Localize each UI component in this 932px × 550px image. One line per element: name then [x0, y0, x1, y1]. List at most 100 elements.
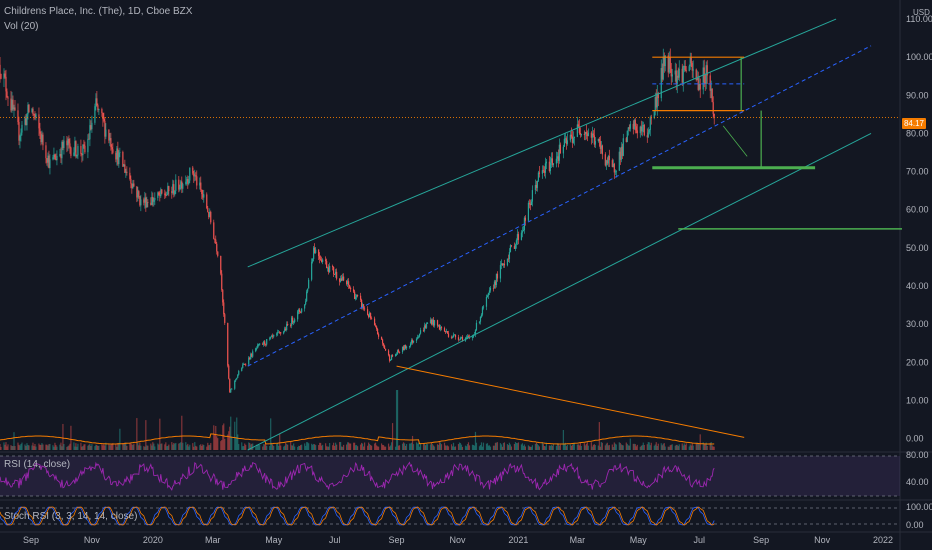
volume-bar — [366, 445, 369, 450]
candle-body — [681, 68, 683, 83]
candle-body — [641, 126, 643, 132]
candle-body — [173, 184, 175, 195]
candle-body — [157, 192, 159, 198]
volume-bar — [466, 444, 469, 450]
candle-body — [558, 144, 560, 161]
candle-body — [403, 345, 406, 351]
candle-body — [488, 290, 491, 293]
volume-bar — [206, 446, 208, 450]
candle-body — [322, 259, 324, 262]
volume-bar — [608, 445, 610, 450]
volume-bar — [151, 445, 153, 450]
candle-body — [410, 340, 413, 344]
volume-bar — [216, 436, 218, 450]
volume-bar — [161, 443, 163, 450]
candle-body — [220, 255, 222, 274]
candle-body — [129, 172, 131, 179]
candle-body — [711, 88, 713, 103]
price-tick-label: 20.00 — [906, 357, 929, 367]
candle-body — [430, 319, 433, 325]
candle-body — [537, 172, 540, 181]
candle-body — [678, 68, 680, 78]
candle-body — [409, 343, 412, 347]
candle-body — [256, 348, 258, 349]
candle-body — [328, 267, 330, 272]
candle-body — [147, 202, 149, 203]
volume-bar — [431, 444, 434, 450]
candle-body — [424, 325, 427, 328]
candle-body — [587, 132, 589, 137]
candle-body — [82, 144, 84, 156]
candle-body — [208, 212, 210, 218]
volume-bar — [481, 446, 484, 450]
time-tick-label: May — [630, 535, 648, 545]
candle-body — [131, 183, 133, 189]
volume-bar — [145, 420, 147, 450]
volume-bar — [271, 442, 273, 450]
candle-body — [68, 139, 70, 144]
candle-body — [52, 157, 54, 160]
candle-body — [63, 140, 65, 148]
volume-bar — [587, 445, 589, 450]
projection-arrow — [722, 125, 748, 157]
volume-bar — [223, 423, 225, 450]
candle-body — [231, 388, 233, 390]
candle-body — [592, 133, 594, 136]
candle-body — [243, 364, 245, 365]
volume-bar — [667, 446, 669, 450]
volume-bar — [143, 446, 145, 450]
candle-body — [346, 280, 348, 284]
candle-body — [236, 377, 238, 380]
volume-bar — [284, 445, 286, 450]
volume-bar — [451, 446, 454, 450]
rsi-pane: 80.00 40.00 — [0, 450, 929, 497]
candle-body — [594, 141, 596, 145]
candle-body — [161, 189, 163, 194]
candle-body — [514, 244, 517, 249]
candle-body — [116, 148, 118, 160]
price-tick-label: 0.00 — [906, 434, 924, 444]
volume-bar — [566, 445, 568, 450]
volume-bar — [461, 446, 464, 450]
volume-bar — [633, 443, 635, 450]
volume-bar — [242, 446, 244, 450]
volume-bar — [601, 442, 603, 450]
volume-bar — [122, 443, 124, 450]
candle-body — [447, 333, 450, 337]
volume-bar — [109, 445, 111, 450]
volume-bar — [531, 445, 534, 450]
candle-body — [576, 124, 578, 137]
volume-bar — [235, 438, 237, 450]
candle-body — [642, 125, 644, 127]
rsi-legend: RSI (14, close) — [4, 459, 71, 470]
candle-body — [422, 330, 425, 331]
volume-bar — [196, 446, 198, 450]
volume-bar — [241, 442, 243, 450]
volume-bar — [662, 443, 664, 450]
candle-body — [494, 281, 497, 285]
candle-body — [294, 319, 296, 323]
volume-bar — [493, 445, 496, 450]
volume-bar — [405, 444, 408, 450]
volume-bar — [213, 425, 215, 450]
candle-body — [513, 246, 516, 249]
volume-bar — [5, 442, 7, 450]
candle-body — [389, 359, 392, 361]
volume-bar — [66, 446, 68, 450]
volume-bar — [509, 444, 512, 450]
candle-body — [12, 99, 14, 110]
volume-bar — [215, 425, 217, 450]
candle-body — [562, 146, 564, 154]
volume-bar — [335, 442, 337, 450]
candle-body — [566, 140, 568, 144]
volume-bar — [709, 442, 711, 450]
volume-bar — [133, 443, 135, 450]
volume-bar — [75, 443, 77, 450]
candle-body — [446, 331, 449, 334]
volume-bar — [377, 446, 380, 450]
volume-bar — [695, 443, 697, 450]
candle-body — [521, 231, 524, 233]
volume-bar — [277, 443, 279, 450]
volume-bar — [62, 423, 64, 450]
